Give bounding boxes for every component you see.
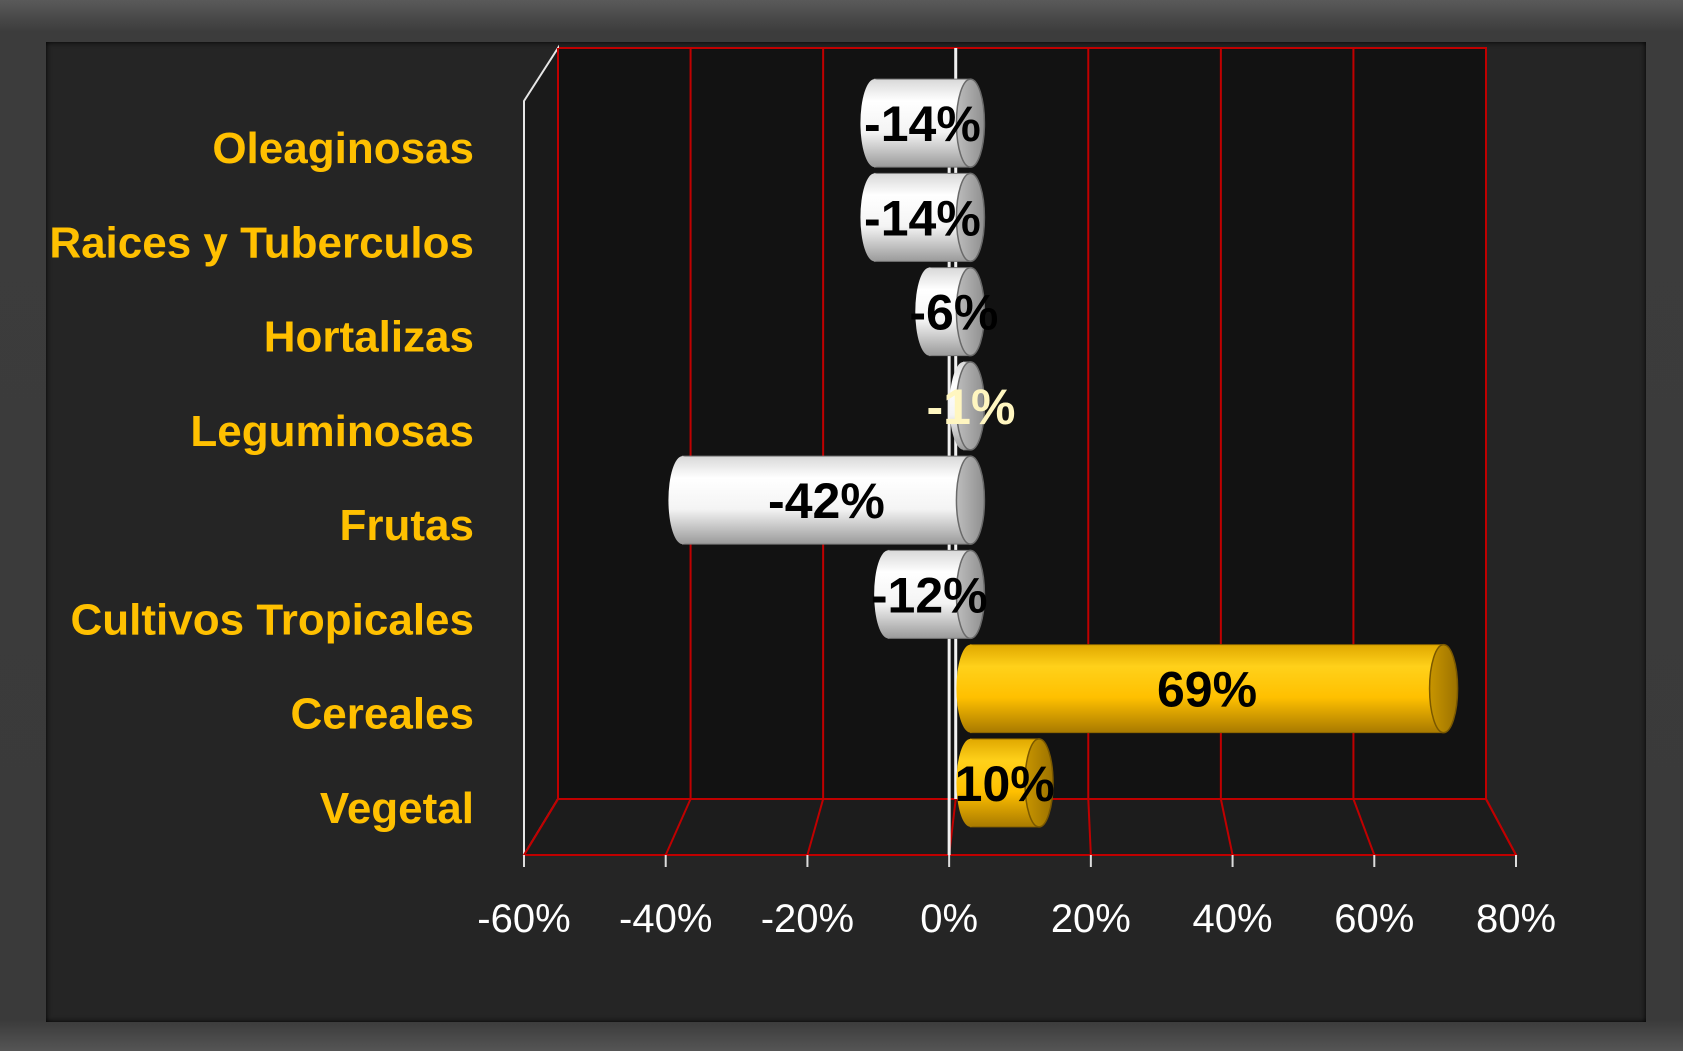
x-tick-label: 0%	[920, 897, 978, 941]
floor-gridline	[523, 798, 559, 856]
bar-group: -12%	[871, 549, 988, 640]
data-label: -12%	[871, 567, 988, 623]
category-label: Vegetal	[320, 784, 474, 833]
bar	[873, 78, 971, 168]
bar-cap	[955, 549, 986, 640]
data-label: -42%	[768, 473, 885, 529]
bar-cap	[955, 455, 986, 545]
data-label: -14%	[864, 190, 981, 246]
category-label: Leguminosas	[190, 407, 474, 456]
bar-group: 69%	[956, 643, 1459, 734]
bar-group: 10%	[955, 738, 1055, 828]
x-tick-label: 60%	[1334, 897, 1414, 941]
x-tick-label: 80%	[1476, 897, 1556, 941]
data-label: -14%	[864, 96, 981, 152]
category-labels: Oleaginosas Raices y Tuberculos Hortalizas…	[49, 124, 474, 833]
bar-cap	[955, 172, 986, 263]
x-tick-label: -40%	[619, 897, 712, 941]
category-label: Frutas	[340, 501, 474, 550]
category-label: Cultivos Tropicales	[71, 595, 474, 644]
bar-end	[860, 173, 889, 262]
floor-gridline	[806, 798, 825, 856]
bar-group: -14%	[860, 172, 986, 263]
side-wall	[523, 44, 559, 859]
x-tick-label: -60%	[477, 897, 570, 941]
bar-chart: -14% -14% -6% -1% -42% -12% 69% 10% Oleaginosas…	[49, 44, 1556, 941]
floor-gridline	[1352, 798, 1376, 856]
chart-panel: -14% -14% -6% -1% -42% -12% 69% 10% Oleaginosas…	[46, 42, 1646, 1022]
data-label: 69%	[1157, 662, 1257, 718]
bars: -14% -14% -6% -1% -42% -12% 69% 10%	[668, 78, 1459, 828]
floor-gridline	[1087, 798, 1092, 856]
bar	[969, 644, 1445, 734]
x-tick-label: -20%	[761, 897, 854, 941]
bar-group: -1%	[927, 361, 1016, 451]
bar-end	[956, 644, 985, 733]
bar-end	[668, 456, 697, 545]
bar-cap	[955, 78, 986, 168]
bar-group: -6%	[909, 266, 998, 357]
category-label: Hortalizas	[264, 313, 474, 362]
data-label: -1%	[927, 379, 1016, 435]
bar	[681, 455, 971, 545]
category-label: Raices y Tuberculos	[49, 218, 474, 267]
floor-gridline	[1219, 798, 1234, 856]
plot-area	[522, 44, 1518, 859]
data-label: -6%	[909, 285, 998, 341]
bar-end	[956, 738, 985, 827]
x-tick-labels: -60% -40% -20% 0% 20% 40% 60% 80%	[477, 897, 1556, 941]
category-label: Oleaginosas	[212, 124, 474, 173]
bar-end	[874, 550, 903, 639]
bar-cap	[955, 266, 986, 357]
data-label: 10%	[955, 756, 1055, 812]
floor-gridline	[664, 798, 692, 856]
bar-end	[860, 79, 889, 168]
bar-cap	[1428, 643, 1459, 734]
bar-cap	[955, 361, 986, 451]
category-label: Cereales	[291, 690, 474, 739]
bar-group: -14%	[860, 78, 986, 168]
x-tick-label: 40%	[1193, 897, 1273, 941]
bar-cap	[1024, 738, 1054, 828]
bar-group: -42%	[668, 455, 986, 545]
floor-gridline	[1485, 798, 1517, 856]
bar-end	[915, 267, 944, 356]
x-tick-label: 20%	[1051, 897, 1131, 941]
